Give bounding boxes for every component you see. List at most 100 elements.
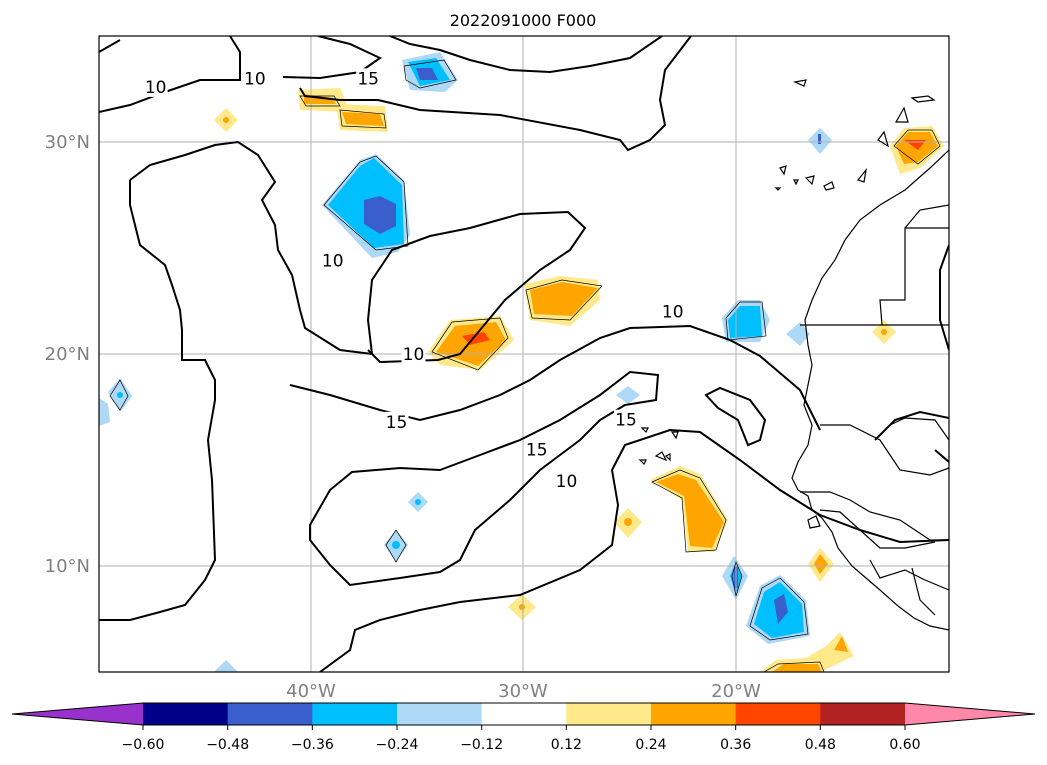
isoline-15: [874, 410, 949, 441]
contour-label: 10: [403, 345, 425, 365]
island-outline: [894, 106, 909, 123]
isoline-15: [309, 370, 660, 587]
colorbar-segment: [143, 703, 229, 725]
colorbar-tick-label: −0.60: [122, 737, 165, 753]
anomaly-contour: [525, 279, 603, 321]
colorbar-extend-high: [905, 703, 1035, 725]
ytick-label: 30°N: [45, 132, 90, 153]
colorbar-segment: [820, 703, 906, 725]
map-frame: [98, 35, 950, 673]
ytick-label: 10°N: [45, 556, 90, 577]
colorbar-segment: [735, 703, 821, 725]
xtick-label: 40°W: [286, 681, 336, 702]
isoline-10: [939, 244, 949, 351]
contour-label: 15: [615, 411, 637, 431]
colorbar-tick-label: −0.48: [206, 737, 249, 753]
island-outline: [654, 451, 668, 462]
anomaly-contour: [299, 95, 341, 107]
island-outline: [877, 130, 889, 148]
anomaly-contour: [725, 301, 767, 341]
negative-anomaly-blob: [774, 594, 788, 624]
negative-anomaly-blob: [416, 68, 438, 80]
border-line: [869, 559, 949, 591]
contour-label: 15: [386, 413, 408, 433]
anomaly-contour: [749, 577, 809, 641]
contour-label-bg: [242, 68, 267, 89]
island-outline: [804, 175, 815, 186]
negative-anomaly-dot: [818, 134, 821, 144]
gridlines: [99, 36, 949, 672]
island-outline: [792, 79, 807, 87]
island-outline: [774, 187, 782, 191]
positive-anomaly-blob: [656, 474, 724, 548]
positive-anomaly-blob: [814, 554, 828, 574]
contour-label-bg: [614, 409, 638, 430]
border-line: [879, 227, 949, 326]
anomaly-contour: [651, 469, 727, 553]
positive-anomaly-blob: [772, 664, 822, 672]
border-line: [904, 204, 949, 229]
contour-label: 10: [322, 252, 344, 272]
contour-label-bg: [524, 439, 549, 460]
contour-label-bg: [143, 76, 168, 97]
isolines: [99, 36, 949, 672]
anomaly-contour: [109, 379, 129, 411]
island-outline: [779, 165, 787, 176]
coastlines: [620, 79, 949, 631]
island-outline: [807, 515, 821, 529]
map-panel: 10 10 15 10 10 15 15 10 15 10: [98, 35, 950, 673]
contour-label-layer: 10 10 15 10 10 15 15 10 15 10: [143, 68, 685, 492]
negative-anomaly-dot: [117, 392, 123, 398]
colorbar-extend-low: [12, 703, 143, 725]
contour-label-bg: [320, 250, 345, 271]
positive-anomaly-dot: [519, 604, 525, 610]
colorbar-tick-label: 0.24: [635, 737, 666, 753]
isoline-15: [704, 386, 767, 447]
anomaly-contour: [339, 109, 387, 129]
anomaly-contour: [431, 317, 509, 371]
island-outline: [640, 427, 649, 434]
colorbar-tick-label: −0.36: [291, 737, 334, 753]
isoline-10: [99, 180, 217, 621]
positive-anomaly-blob: [834, 636, 848, 652]
anomaly-contour: [893, 129, 941, 165]
negative-anomaly-blob: [214, 660, 238, 672]
positive-anomaly-blob: [760, 632, 854, 672]
negative-anomaly-blob: [364, 196, 396, 234]
island-outline: [638, 459, 647, 466]
axis-labels: 40°W 30°W 20°W 30°N 20°N 10°N: [45, 132, 761, 702]
isoline-15: [389, 36, 663, 74]
contour-label: 10: [556, 472, 578, 492]
isoline-10: [129, 140, 587, 364]
colorbar-tick-label: −0.24: [376, 737, 419, 753]
colorbar-tick-label: 0.60: [889, 737, 920, 753]
contour-label: 15: [526, 440, 548, 460]
island-outline: [793, 179, 799, 186]
anomaly-contour: [731, 560, 743, 597]
colorbar-tick-label: 0.36: [720, 737, 751, 753]
colorbar-tick-label: 0.48: [805, 737, 836, 753]
anomaly-contours: [109, 59, 941, 672]
shaded-anomalies: [99, 52, 944, 672]
contour-label: 10: [662, 303, 684, 323]
contour-label-bg: [356, 68, 381, 89]
border-line: [820, 424, 949, 476]
colorbar-tick-label: −0.12: [460, 737, 503, 753]
africa-coastline: [791, 149, 949, 631]
border-line: [819, 509, 936, 549]
xtick-label: 20°W: [711, 681, 761, 702]
contour-label: 15: [357, 69, 379, 89]
border-line: [911, 567, 936, 616]
island-outline: [664, 453, 671, 462]
anomaly-contour: [385, 529, 407, 563]
anomaly-contour: [403, 59, 457, 89]
contour-label: 10: [244, 69, 266, 89]
isoline-15: [319, 428, 949, 672]
anomaly-contour: [763, 661, 825, 672]
negative-anomaly-blob: [786, 322, 810, 346]
border-line: [889, 417, 949, 441]
ytick-label: 20°N: [45, 344, 90, 365]
negative-anomaly-blob: [616, 386, 640, 404]
positive-anomaly-blob: [342, 112, 384, 126]
